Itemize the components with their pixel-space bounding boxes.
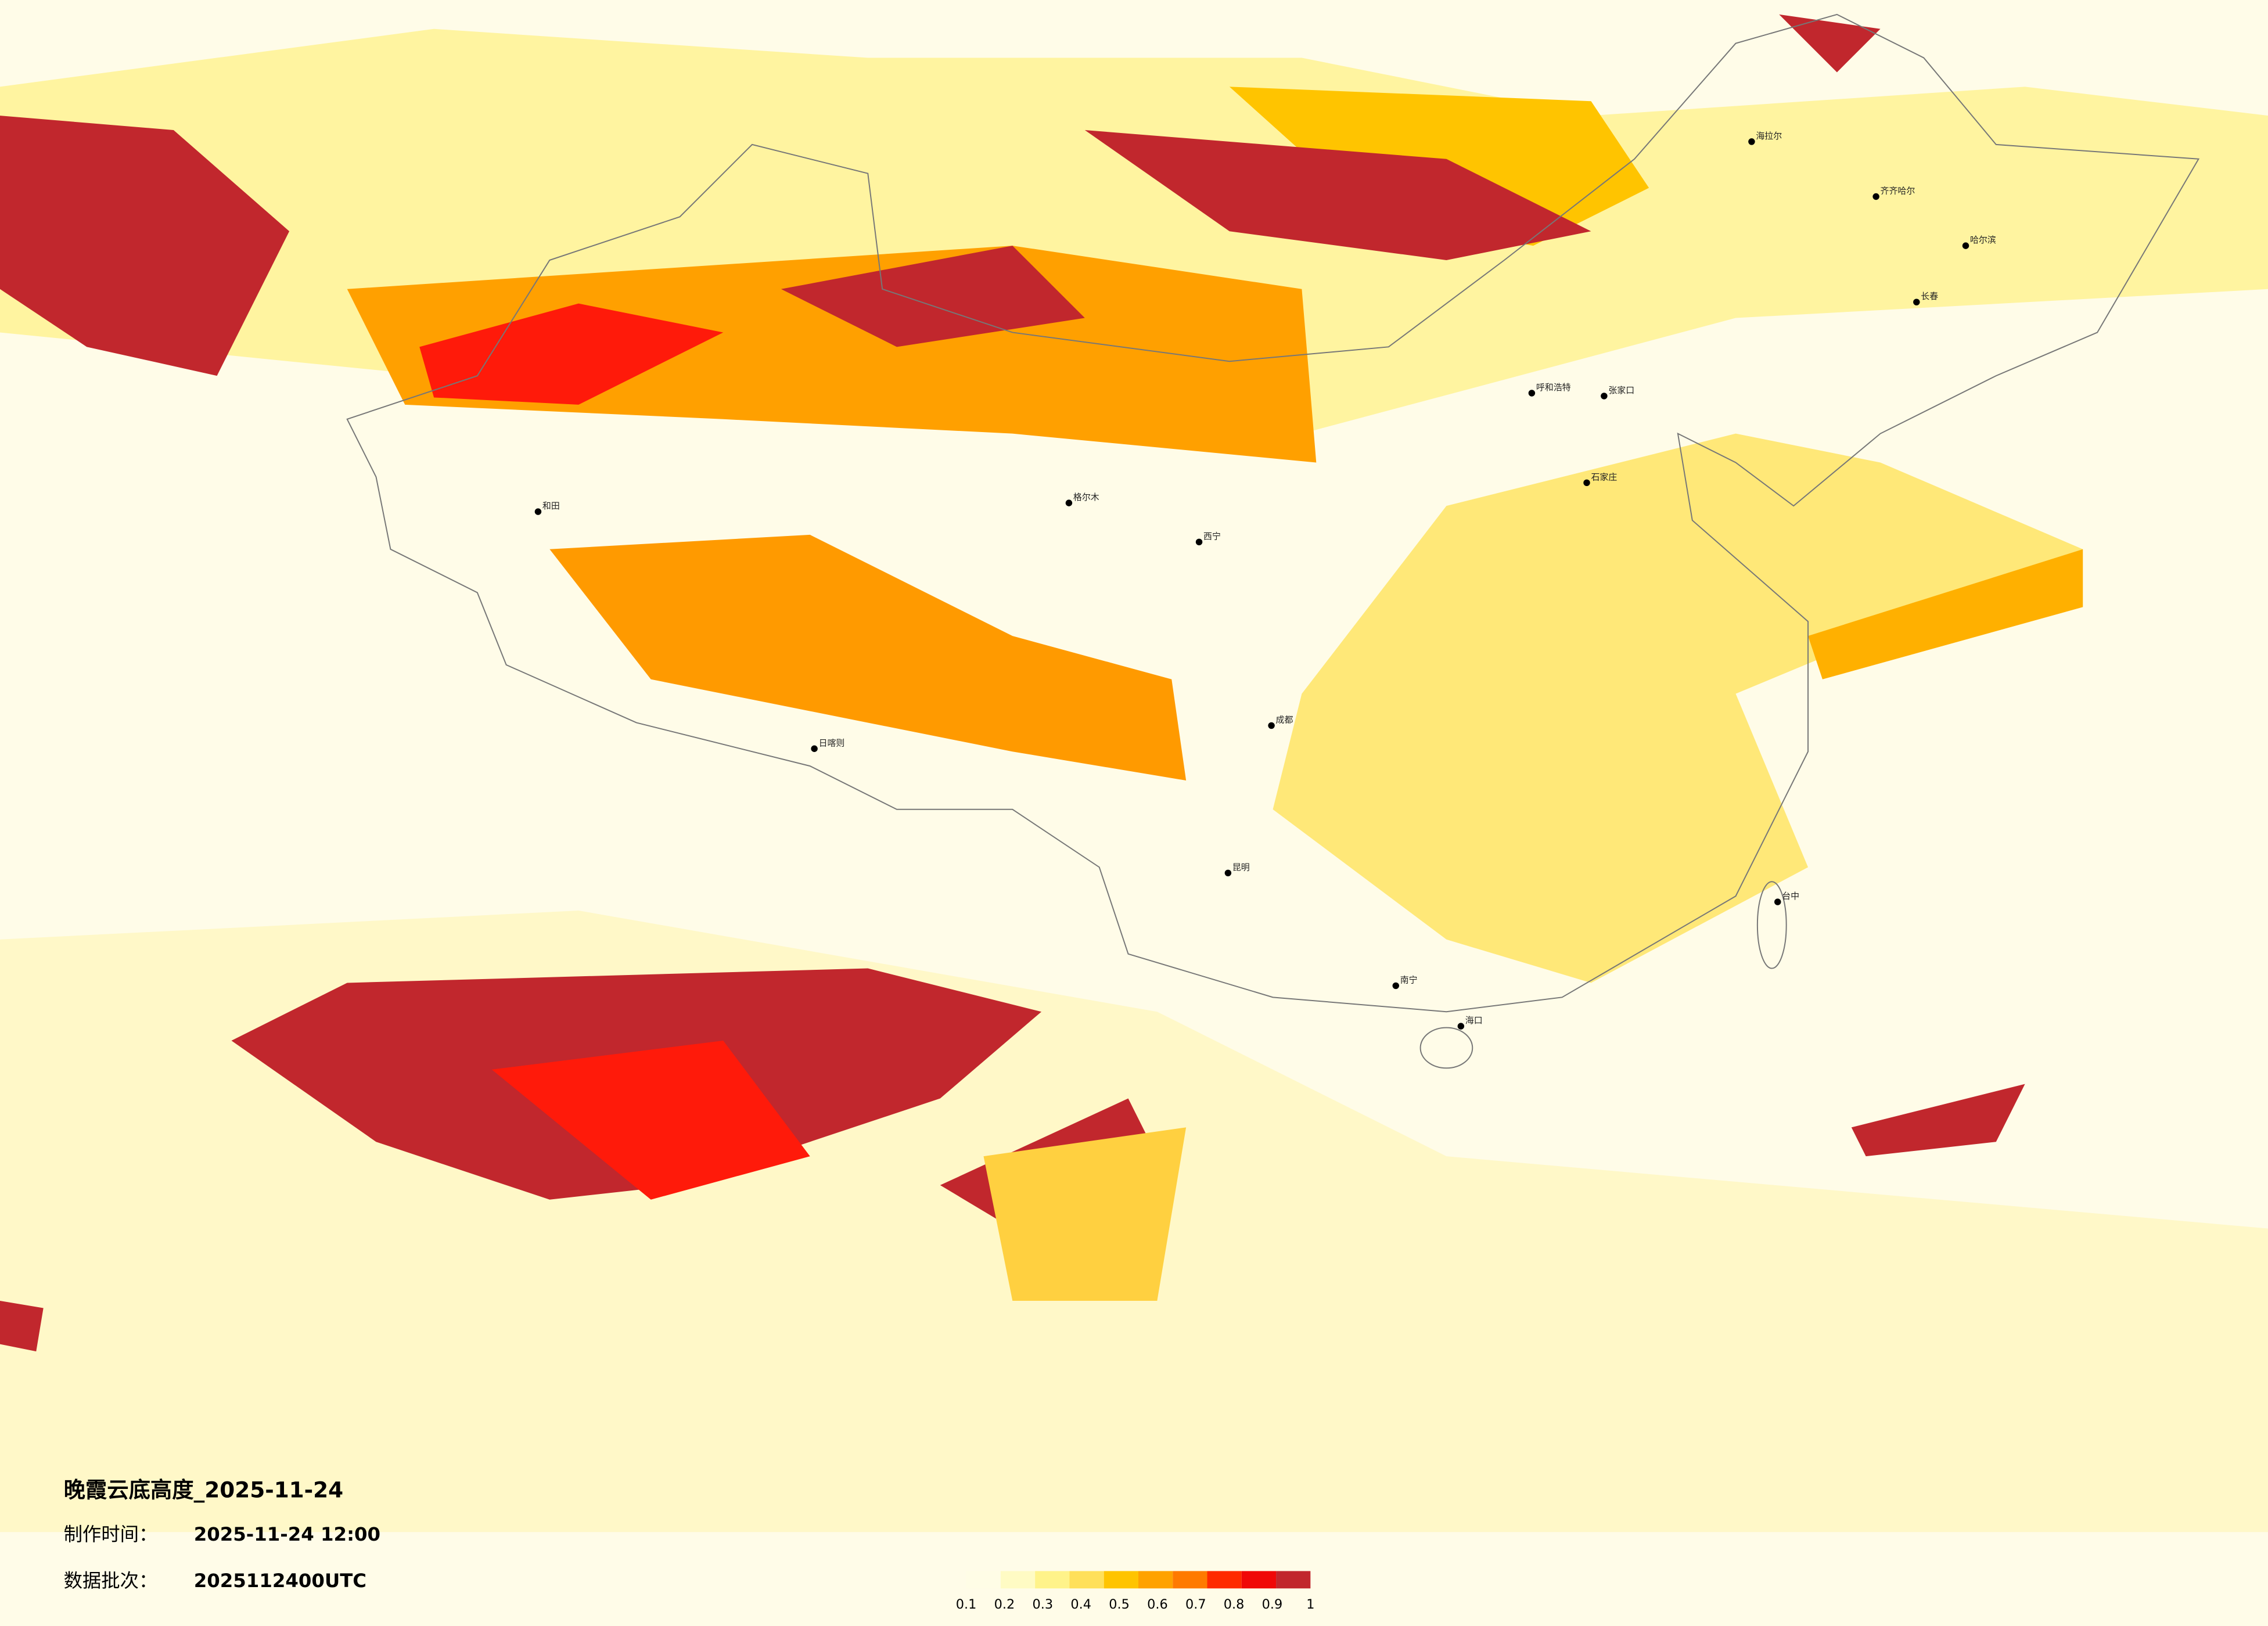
city-dot <box>1748 138 1755 145</box>
city-dot <box>1392 982 1399 990</box>
borders <box>346 13 2200 1069</box>
city-label: 张家口 <box>1608 385 1634 395</box>
legend-swatch <box>1173 1571 1207 1589</box>
cloud-area <box>549 534 1187 780</box>
cloud-area <box>781 246 1085 347</box>
city-label: 台中 <box>1782 891 1799 901</box>
city-dot <box>1457 1023 1465 1030</box>
cloud-area <box>0 1301 44 1352</box>
island-border <box>1419 1027 1473 1069</box>
city-label: 海口 <box>1465 1015 1483 1026</box>
cloud-area <box>1273 433 2083 983</box>
city-dot <box>1774 898 1781 905</box>
city-label: 海拉尔 <box>1756 131 1782 141</box>
batch-label: 数据批次： <box>64 1570 158 1592</box>
cloud-layer <box>0 14 2268 1533</box>
cloud-area <box>347 246 1317 463</box>
legend-swatch <box>1207 1571 1242 1589</box>
legend: 0.1 0.2 0.3 0.4 0.5 0.6 0.7 0.8 0.9 1 <box>956 1571 1314 1612</box>
city-dot <box>1224 869 1232 877</box>
legend-tick-label: 0.9 <box>1262 1597 1283 1612</box>
city-dot <box>1962 242 1969 249</box>
city-label: 昆明 <box>1232 862 1250 872</box>
city-label: 石家庄 <box>1591 472 1617 482</box>
legend-swatch <box>1276 1571 1311 1589</box>
made-label: 制作时间： <box>64 1523 158 1545</box>
city-dot <box>534 508 542 515</box>
legend-swatch <box>1104 1571 1138 1589</box>
cloud-area <box>0 116 290 376</box>
legend-swatch <box>1000 1571 1036 1589</box>
legend-tick-label: 0.2 <box>994 1597 1015 1612</box>
city-label: 和田 <box>542 501 560 511</box>
legend-swatch <box>1138 1571 1173 1589</box>
legend-tick-label: 0.8 <box>1224 1597 1245 1612</box>
city-dot <box>1268 722 1275 729</box>
title: 晚霞云底高度_2025-11-24 <box>64 1477 344 1502</box>
cloud-area <box>1808 549 2083 679</box>
cloud-area <box>1084 130 1591 260</box>
city-dot <box>1528 390 1536 397</box>
city-dot <box>1583 479 1590 487</box>
city-dot <box>1065 499 1073 506</box>
cloud-area <box>1779 14 1881 73</box>
legend-swatch <box>966 1571 1001 1589</box>
city-label: 成都 <box>1276 714 1293 725</box>
city-label: 哈尔滨 <box>1970 235 1996 245</box>
city-dot <box>811 745 818 752</box>
legend-tick-label: 0.7 <box>1185 1597 1206 1612</box>
legend-tick-label: 0.3 <box>1033 1597 1054 1612</box>
city-label: 南宁 <box>1400 974 1418 985</box>
city-label: 呼和浩特 <box>1536 382 1571 393</box>
legend-swatch <box>1241 1571 1277 1589</box>
legend-tick-label: 0.1 <box>956 1597 977 1612</box>
legend-swatch <box>1069 1571 1104 1589</box>
cloud-area <box>491 1041 810 1200</box>
city-label: 西宁 <box>1203 531 1221 541</box>
city-label: 长春 <box>1921 291 1938 301</box>
cloud-area <box>983 1127 1187 1301</box>
legend-tick-label: 1 <box>1306 1597 1314 1612</box>
cloud-area <box>419 303 724 405</box>
legend-tick-label: 0.6 <box>1147 1597 1168 1612</box>
city-label: 格尔木 <box>1073 492 1099 502</box>
legend-tick-label: 0.4 <box>1070 1597 1091 1612</box>
city-label: 日喀则 <box>819 738 845 748</box>
city-label: 齐齐哈尔 <box>1881 186 1915 196</box>
city-dot <box>1872 193 1879 200</box>
legend-swatch <box>1035 1571 1070 1589</box>
city-dot <box>1195 538 1203 546</box>
city-dot <box>1601 393 1608 400</box>
island-border <box>1756 881 1787 969</box>
country-border <box>346 13 2200 1013</box>
city-dot <box>1913 298 1920 305</box>
cloud-area <box>1851 1084 2025 1157</box>
made-value: 2025-11-24 12:00 <box>194 1523 380 1545</box>
legend-tick-label: 0.5 <box>1109 1597 1130 1612</box>
batch-value: 2025112400UTC <box>194 1570 366 1592</box>
